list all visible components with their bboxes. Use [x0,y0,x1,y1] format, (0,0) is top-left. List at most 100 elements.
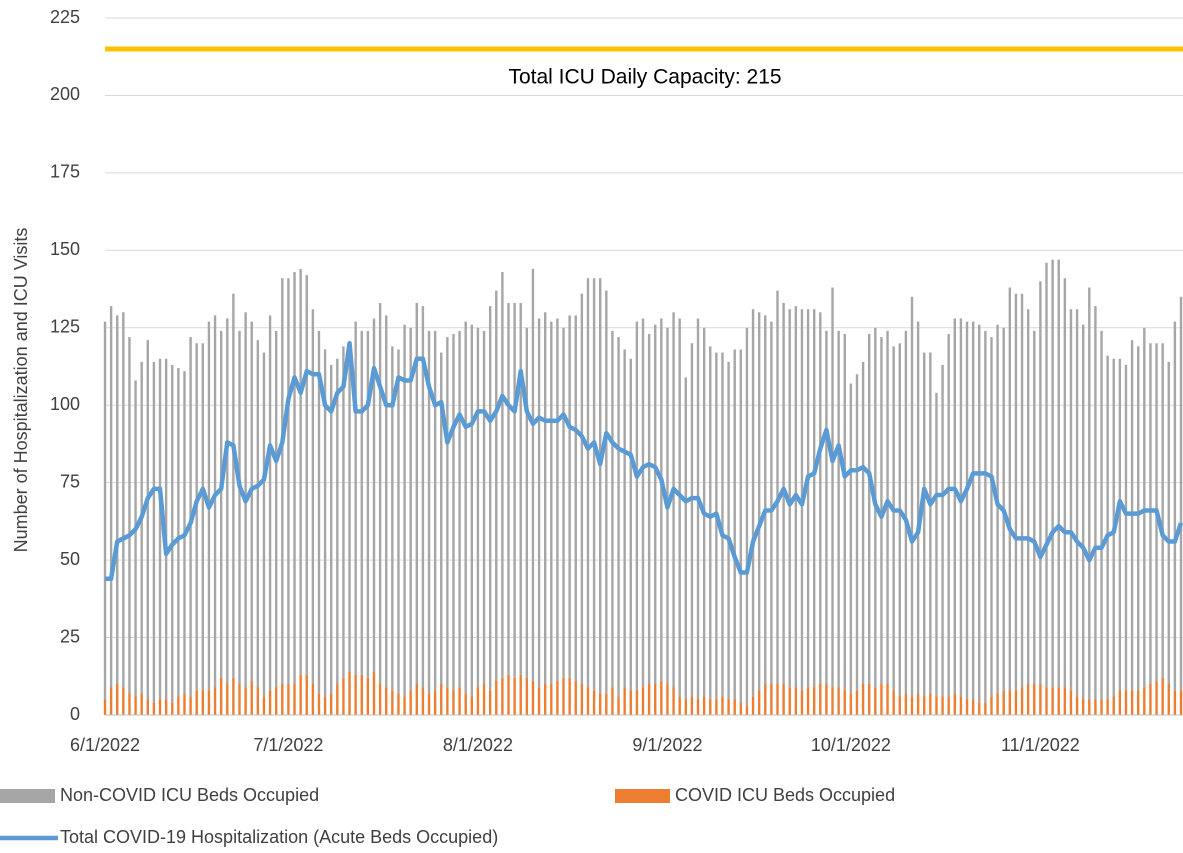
bar [513,677,516,715]
bar [427,330,431,694]
bar [476,327,480,688]
bar [880,684,883,715]
bar [1155,680,1158,715]
bar [391,346,394,691]
bar [592,690,596,715]
bar [250,680,253,715]
x-tick-label: 7/1/2022 [253,735,323,755]
bar [947,333,950,697]
bar [427,693,431,715]
bar [654,324,657,685]
bar [1118,690,1122,715]
bar [959,318,963,697]
bar [715,699,718,715]
y-tick-label: 125 [50,317,80,337]
bar [1179,296,1183,691]
bar [543,684,547,715]
bar [238,330,241,685]
bar [550,321,553,685]
bar [641,318,645,688]
bar [788,309,791,688]
bar [262,696,266,715]
bar [207,690,211,715]
bar [250,321,253,681]
bar [1179,690,1183,715]
bar [550,684,553,715]
legend-label: COVID ICU Beds Occupied [675,785,895,805]
bar [201,343,205,691]
bar [794,687,798,715]
bar [580,293,584,685]
bar [647,333,651,685]
bar [1045,687,1048,715]
bar [892,690,895,715]
bar [751,309,755,697]
bar [458,687,461,715]
bar [690,696,694,715]
y-tick-label: 225 [50,7,80,27]
bar [1057,687,1060,715]
bar [562,677,565,715]
bar [281,684,284,715]
bar [531,680,535,715]
bar [1137,690,1140,715]
bar [1118,358,1122,691]
bar [409,327,412,691]
legend-swatch [0,789,55,803]
bar [501,272,504,678]
bar [1081,699,1085,715]
bar [910,696,914,715]
bar [446,337,449,688]
bar [232,677,235,715]
bar [372,671,376,715]
bar [397,349,400,694]
bar [800,690,804,715]
bar [116,315,119,685]
bar [440,684,443,715]
bar [1020,687,1024,715]
bar [372,318,376,672]
bar [470,696,474,715]
bar [1112,696,1115,715]
bar [916,693,920,715]
bar [556,318,559,681]
bar [586,278,590,688]
bar [330,364,333,694]
bar [568,677,571,715]
bar [464,321,467,694]
bar [599,693,602,715]
bar [378,684,382,715]
bar [757,312,761,691]
y-tick-label: 0 [70,704,80,724]
bar [971,321,975,700]
y-tick-label: 50 [60,549,80,569]
bar [385,315,388,688]
bar [323,349,327,697]
bar [733,699,736,715]
bar [574,680,577,715]
bar [696,699,700,715]
bar [458,330,461,688]
bar [727,361,730,700]
bar [770,684,773,715]
bar [562,327,565,678]
bar [1161,343,1164,678]
bar [519,302,522,675]
bar [892,346,895,691]
bar [984,330,987,703]
bar [507,674,510,715]
bar [996,693,999,715]
bar [733,349,736,700]
bar [904,330,908,694]
bar [128,693,131,715]
bar [843,690,846,715]
bar [965,699,969,715]
capacity-label: Total ICU Daily Capacity: 215 [508,66,781,89]
bar [1149,343,1152,685]
bar [360,674,363,715]
bar [232,293,235,678]
x-tick-label: 9/1/2022 [632,735,702,755]
bar [678,696,681,715]
bar [488,690,492,715]
bar [158,358,162,700]
